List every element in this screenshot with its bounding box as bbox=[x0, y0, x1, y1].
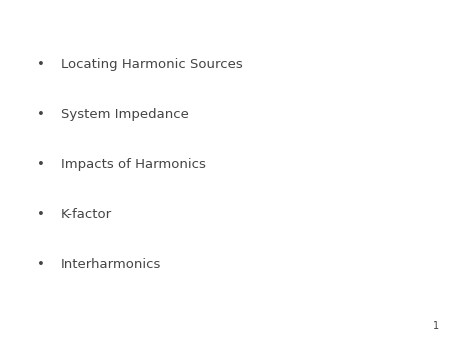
Text: System Impedance: System Impedance bbox=[61, 108, 189, 121]
Text: •: • bbox=[36, 158, 45, 171]
Text: •: • bbox=[36, 258, 45, 271]
Text: Locating Harmonic Sources: Locating Harmonic Sources bbox=[61, 58, 243, 71]
Text: Impacts of Harmonics: Impacts of Harmonics bbox=[61, 158, 206, 171]
Text: Interharmonics: Interharmonics bbox=[61, 258, 161, 271]
Text: •: • bbox=[36, 58, 45, 71]
Text: •: • bbox=[36, 208, 45, 221]
Text: •: • bbox=[36, 108, 45, 121]
Text: K-factor: K-factor bbox=[61, 208, 112, 221]
Text: 1: 1 bbox=[432, 321, 439, 331]
